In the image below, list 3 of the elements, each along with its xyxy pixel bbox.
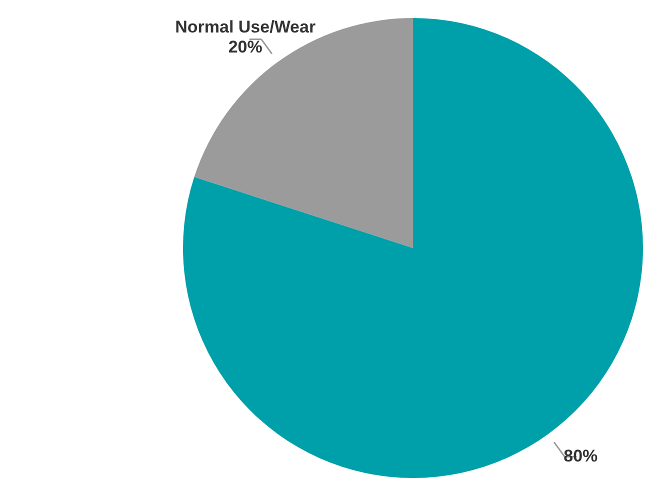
data-label: 20% xyxy=(228,37,262,56)
slice-label: Normal Use/Wear xyxy=(175,17,316,36)
data-label: 80% xyxy=(564,446,598,466)
